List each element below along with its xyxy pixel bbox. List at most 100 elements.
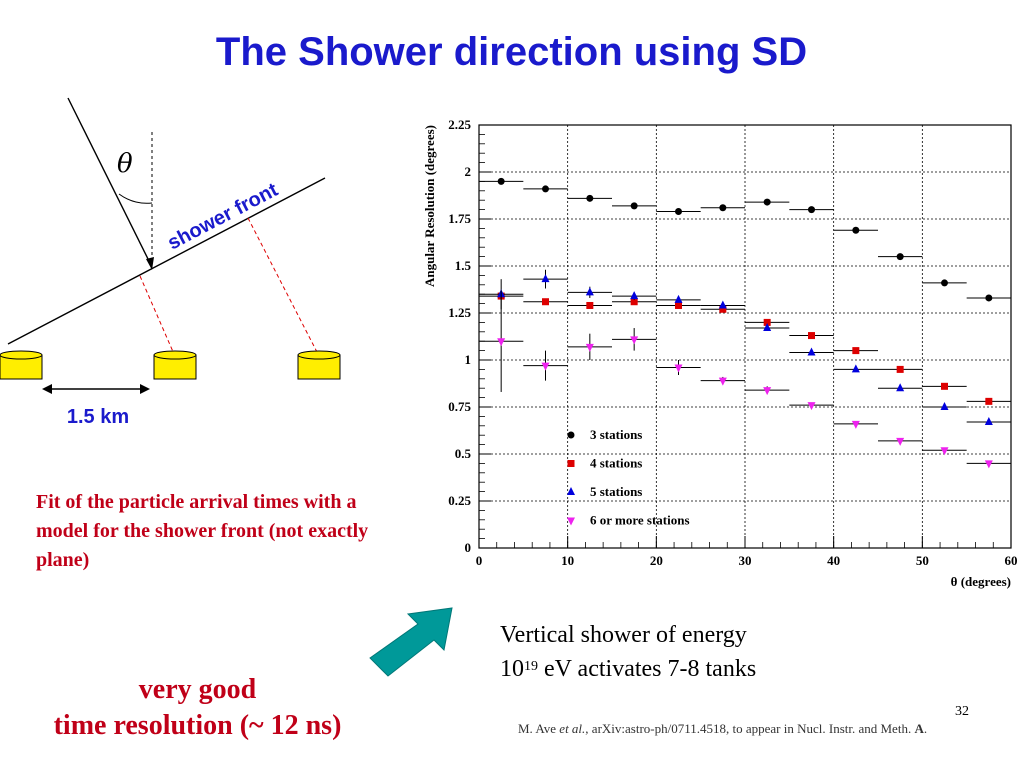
data-point (630, 291, 639, 300)
data-point (585, 287, 594, 296)
y-axis-label: Angular Resolution (degrees) (422, 125, 437, 287)
series-4 (479, 290, 1011, 469)
x-tick-label: 20 (650, 553, 663, 568)
data-point (586, 194, 594, 202)
y-tick-label: 0.75 (448, 399, 471, 414)
data-point (497, 177, 505, 185)
particle-path-3 (247, 217, 319, 355)
x-tick-label: 30 (739, 553, 752, 568)
tank-3 (297, 350, 341, 380)
legend-label: 5 stations (590, 484, 642, 499)
grid (479, 125, 1011, 548)
y-tick-label: 1 (465, 352, 472, 367)
series-2 (479, 292, 1011, 405)
legend-marker (567, 517, 575, 526)
legend-label: 3 stations (590, 427, 642, 442)
data-point (542, 298, 549, 306)
x-tick-label: 40 (827, 553, 840, 568)
data-point (630, 202, 638, 210)
data-point (940, 447, 949, 456)
y-tick-label: 1.5 (455, 258, 472, 273)
data-point (719, 305, 727, 313)
data-point (807, 402, 816, 411)
data-point (585, 343, 594, 352)
x-tick-label: 50 (916, 553, 929, 568)
series-3 (479, 269, 1011, 426)
data-point (763, 323, 772, 332)
y-tick-label: 0 (465, 540, 472, 555)
data-point (940, 402, 949, 410)
data-point (718, 377, 727, 386)
data-point (586, 301, 594, 309)
theta-symbol: θ (117, 149, 133, 179)
theta-arc (118, 193, 153, 204)
data-point (808, 206, 815, 214)
shower-axis-line (67, 97, 153, 268)
data-point (675, 301, 682, 309)
x-axis-label: θ (degrees) (951, 574, 1011, 589)
y-tick-label: 2.25 (448, 117, 471, 132)
y-tick-label: 0.5 (455, 446, 472, 461)
legend-marker (567, 431, 575, 439)
angular-resolution-chart: 0 10 20 30 40 50 60 0 0.25 0.5 0.75 1 1.25 1.5 1.75 2 2.… (422, 117, 1018, 589)
distance-label: 1.5 km (67, 406, 129, 428)
data-point (541, 274, 550, 283)
data-point (719, 204, 727, 212)
data-point (542, 185, 549, 193)
shower-front-line (7, 177, 326, 345)
vertical-shower-note: Vertical shower of energy 1019 eV activa… (500, 618, 756, 686)
data-point (984, 460, 993, 469)
data-point (941, 382, 948, 390)
very-good-label: very good (138, 674, 257, 705)
data-point (852, 347, 860, 355)
data-point (852, 226, 860, 234)
conclusion-text: very good time resolution (~ 12 ns) (0, 672, 395, 744)
data-point (541, 362, 550, 371)
data-point (851, 364, 860, 373)
data-point (896, 437, 905, 446)
data-point (763, 198, 771, 206)
fit-description: Fit of the particle arrival times with a… (36, 491, 369, 571)
data-point (985, 397, 993, 405)
vertical-line-2: 1019 eV activates 7-8 tanks (500, 656, 757, 682)
data-point (984, 417, 993, 426)
tank-2 (153, 350, 197, 380)
legend-marker (567, 487, 575, 495)
data-point (808, 332, 815, 340)
data-point (896, 253, 904, 261)
shower-front-label: shower front (164, 179, 282, 255)
legend-label: 6 or more stations (590, 513, 690, 528)
data-point (896, 365, 904, 373)
data-point (630, 336, 639, 345)
data-point (718, 300, 727, 309)
legend-label: 4 stations (590, 456, 642, 471)
particle-path-2 (139, 275, 175, 355)
series-1 (479, 177, 1011, 302)
y-tick-label: 1.25 (448, 305, 471, 320)
citation: M. Ave et al., arXiv:astro-ph/0711.4518,… (518, 721, 928, 736)
y-tick-label: 0.25 (448, 493, 471, 508)
data-point (851, 420, 860, 429)
data-point (896, 383, 905, 392)
y-tick-label: 2 (465, 164, 472, 179)
data-point (497, 338, 506, 347)
axis-ticks: 0 10 20 30 40 50 60 0 0.25 0.5 0.75 1 1.25 1.5 1.75 2 2.… (448, 117, 1017, 568)
data-point (675, 207, 682, 215)
time-resolution-label: time resolution (~ 12 ns) (53, 710, 342, 741)
data-point (763, 387, 772, 396)
teal-arrow-icon (369, 607, 453, 677)
tank-1 (0, 350, 43, 380)
page-number: 32 (955, 704, 969, 719)
vertical-line-1: Vertical shower of energy (500, 622, 747, 648)
data-point (807, 347, 816, 356)
x-tick-label: 60 (1005, 553, 1018, 568)
data-point (941, 279, 948, 287)
x-tick-label: 10 (561, 553, 574, 568)
page-title: The Shower direction using SD (215, 30, 808, 74)
data-points (479, 177, 1011, 469)
x-tick-label: 0 (476, 553, 483, 568)
legend: 3 stations 4 stations 5 stations 6 or more … (567, 427, 690, 528)
y-tick-label: 1.75 (448, 211, 471, 226)
legend-marker (567, 460, 575, 467)
shower-diagram: θ shower front 1.5 km (0, 97, 341, 428)
